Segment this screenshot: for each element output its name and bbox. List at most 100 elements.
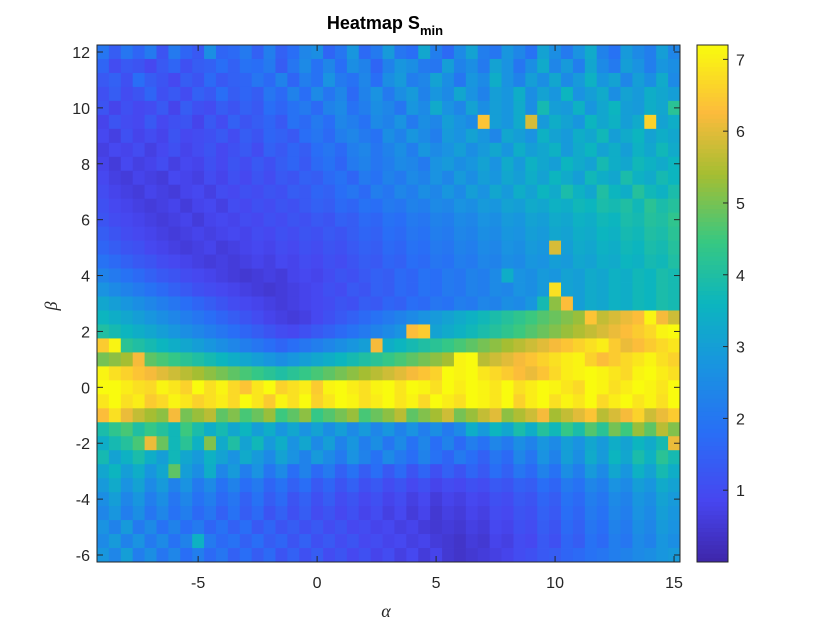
heatmap-cell: [299, 352, 312, 367]
heatmap-cell: [596, 408, 610, 423]
heatmap-cell: [204, 268, 217, 283]
heatmap-cell: [572, 198, 586, 214]
heatmap-cell: [442, 184, 455, 200]
heatmap-cell: [168, 86, 181, 102]
heatmap-cell: [442, 198, 455, 214]
heatmap-cell: [596, 268, 610, 283]
heatmap-cell: [418, 506, 431, 521]
colorbar-segment: [697, 307, 728, 313]
heatmap-cell: [97, 45, 110, 60]
heatmap-cell: [382, 296, 395, 311]
heatmap-cell: [370, 128, 383, 144]
heatmap-cell: [323, 324, 336, 339]
heatmap-cell: [584, 310, 598, 325]
heatmap-cell: [596, 226, 610, 242]
heatmap-cell: [632, 212, 645, 228]
heatmap-cell: [334, 114, 348, 130]
heatmap-cell: [489, 114, 502, 130]
heatmap-cell: [620, 226, 633, 242]
heatmap-cell: [215, 72, 229, 88]
heatmap-cell: [180, 86, 193, 102]
heatmap-cell: [644, 492, 657, 507]
heatmap-cell: [608, 86, 621, 102]
heatmap-cell: [537, 58, 550, 74]
heatmap-cell: [549, 436, 562, 451]
heatmap-cell: [370, 114, 383, 130]
colorbar-segment: [697, 135, 728, 141]
heatmap-cell: [394, 86, 407, 102]
heatmap-cell: [668, 520, 681, 535]
heatmap-cell: [358, 128, 372, 144]
heatmap-cell: [215, 310, 229, 325]
heatmap-cell: [537, 506, 550, 521]
heatmap-cell: [442, 548, 455, 563]
heatmap-cell: [442, 338, 455, 353]
colorbar-segment: [697, 381, 728, 386]
heatmap-cell: [97, 240, 110, 255]
heatmap-cell: [453, 72, 467, 88]
heatmap-cell: [537, 450, 550, 465]
heatmap-cell: [406, 436, 419, 451]
heatmap-cell: [525, 226, 538, 242]
heatmap-cell: [144, 324, 157, 339]
heatmap-cell: [334, 198, 348, 214]
heatmap-cell: [132, 58, 145, 74]
heatmap-cell: [287, 548, 300, 563]
heatmap-cell: [97, 534, 110, 549]
heatmap-cell: [418, 366, 431, 381]
heatmap-cell: [608, 366, 621, 381]
heatmap-cell: [620, 408, 633, 423]
heatmap-cell: [263, 310, 276, 325]
heatmap-cell: [513, 422, 526, 437]
heatmap-cell: [358, 436, 372, 451]
heatmap-cell: [537, 492, 550, 507]
heatmap-cell: [632, 548, 645, 563]
heatmap-cell: [239, 464, 253, 479]
heatmap-cell: [97, 464, 110, 479]
heatmap-cell: [370, 254, 383, 269]
heatmap-cell: [430, 408, 443, 423]
heatmap-cell: [477, 212, 491, 228]
heatmap-cell: [251, 436, 264, 451]
colorbar-segment: [697, 88, 728, 93]
colorbar-segment: [697, 45, 728, 50]
heatmap-cell: [215, 324, 229, 339]
heatmap-cell: [465, 450, 479, 465]
heatmap-cell: [549, 100, 562, 116]
heatmap-cell: [132, 338, 145, 353]
heatmap-cell: [323, 436, 336, 451]
heatmap-cell: [263, 100, 276, 116]
colorbar-segment: [697, 281, 728, 287]
heatmap-cell: [108, 184, 122, 200]
heatmap-cell: [418, 548, 431, 563]
heatmap-cell: [513, 212, 526, 228]
heatmap-cell: [596, 464, 610, 479]
heatmap-cell: [287, 380, 300, 395]
heatmap-cell: [477, 142, 491, 158]
heatmap-cell: [334, 240, 348, 255]
heatmap-cell: [382, 142, 395, 158]
heatmap-cell: [620, 534, 633, 549]
colorbar-segment: [697, 355, 728, 361]
colorbar-segment: [697, 174, 728, 180]
heatmap-cell: [358, 100, 372, 116]
x-tick-label: 5: [432, 575, 441, 592]
heatmap-cell: [299, 366, 312, 381]
heatmap-cell: [334, 478, 348, 493]
heatmap-cell: [406, 352, 419, 367]
colorbar-segment: [697, 238, 728, 244]
heatmap-cell: [525, 394, 538, 409]
heatmap-cell: [346, 170, 360, 186]
heatmap-cell: [358, 366, 372, 381]
heatmap-cell: [299, 548, 312, 563]
heatmap-cell: [442, 100, 455, 116]
colorbar-segment: [697, 195, 728, 201]
chart-title: Heatmap Smin: [327, 13, 443, 38]
heatmap-cell: [311, 184, 324, 200]
heatmap-cell: [549, 352, 562, 367]
heatmap-cell: [323, 310, 336, 325]
heatmap-cell: [108, 142, 122, 158]
heatmap-cell: [430, 45, 443, 60]
heatmap-cell: [549, 296, 562, 311]
heatmap-cell: [370, 394, 383, 409]
